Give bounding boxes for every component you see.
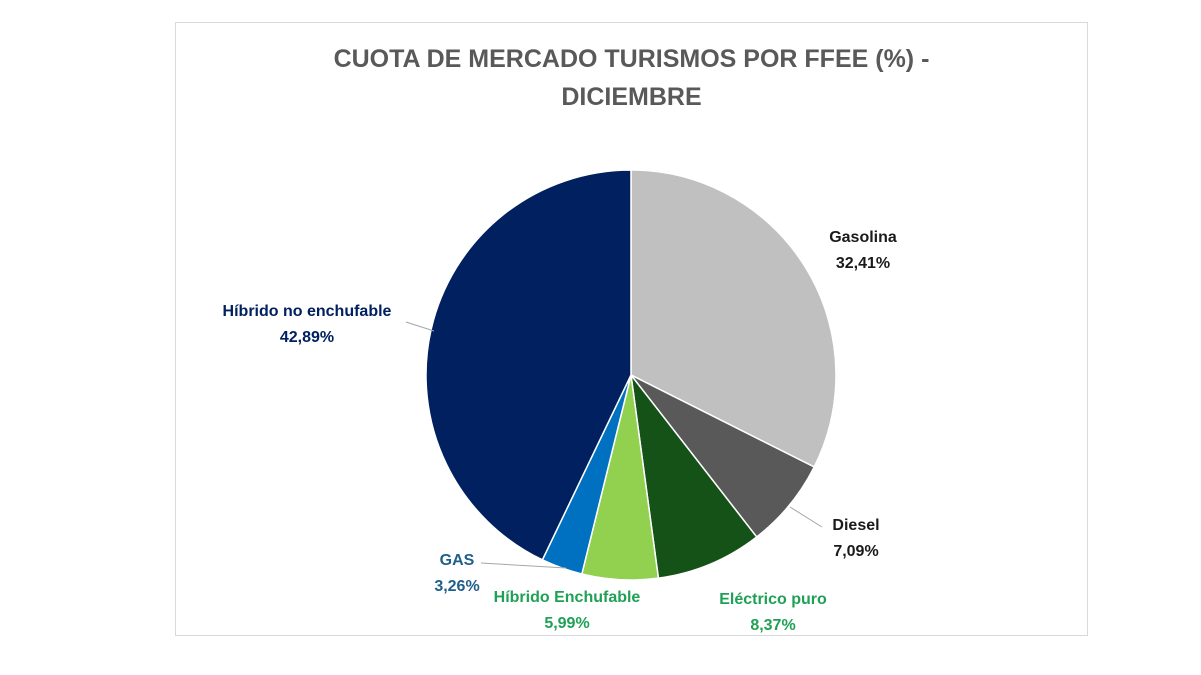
chart-title-line-2: DICIEMBRE — [561, 83, 702, 111]
slice-value-label: 5,99% — [544, 615, 589, 632]
slice-category-label: Gasolina — [829, 229, 897, 246]
slice-category-label: Diesel — [832, 517, 879, 534]
slice-value-label: 7,09% — [833, 543, 878, 560]
pie-slice-eléctrico-puro — [629, 372, 758, 580]
slice-category-label: GAS — [440, 552, 475, 569]
slice-value-label: 42,89% — [280, 329, 334, 346]
chart-title: CUOTA DE MERCADO TURISMOS POR FFEE (%) -… — [175, 40, 1088, 116]
leader-line — [405, 321, 435, 332]
slice-category-label: Eléctrico puro — [719, 591, 827, 608]
leader-line — [789, 506, 823, 528]
slice-category-label: Híbrido Enchufable — [494, 589, 641, 606]
pie-slice-gasolina — [630, 169, 837, 469]
leader-line — [480, 562, 567, 569]
chart-title-line-1: CUOTA DE MERCADO TURISMOS POR FFEE (%) - — [333, 45, 930, 73]
slice-category-label: Híbrido no enchufable — [223, 303, 392, 320]
slice-value-label: 8,37% — [750, 617, 795, 634]
slice-value-label: 32,41% — [836, 255, 890, 272]
slice-value-label: 3,26% — [434, 578, 479, 595]
